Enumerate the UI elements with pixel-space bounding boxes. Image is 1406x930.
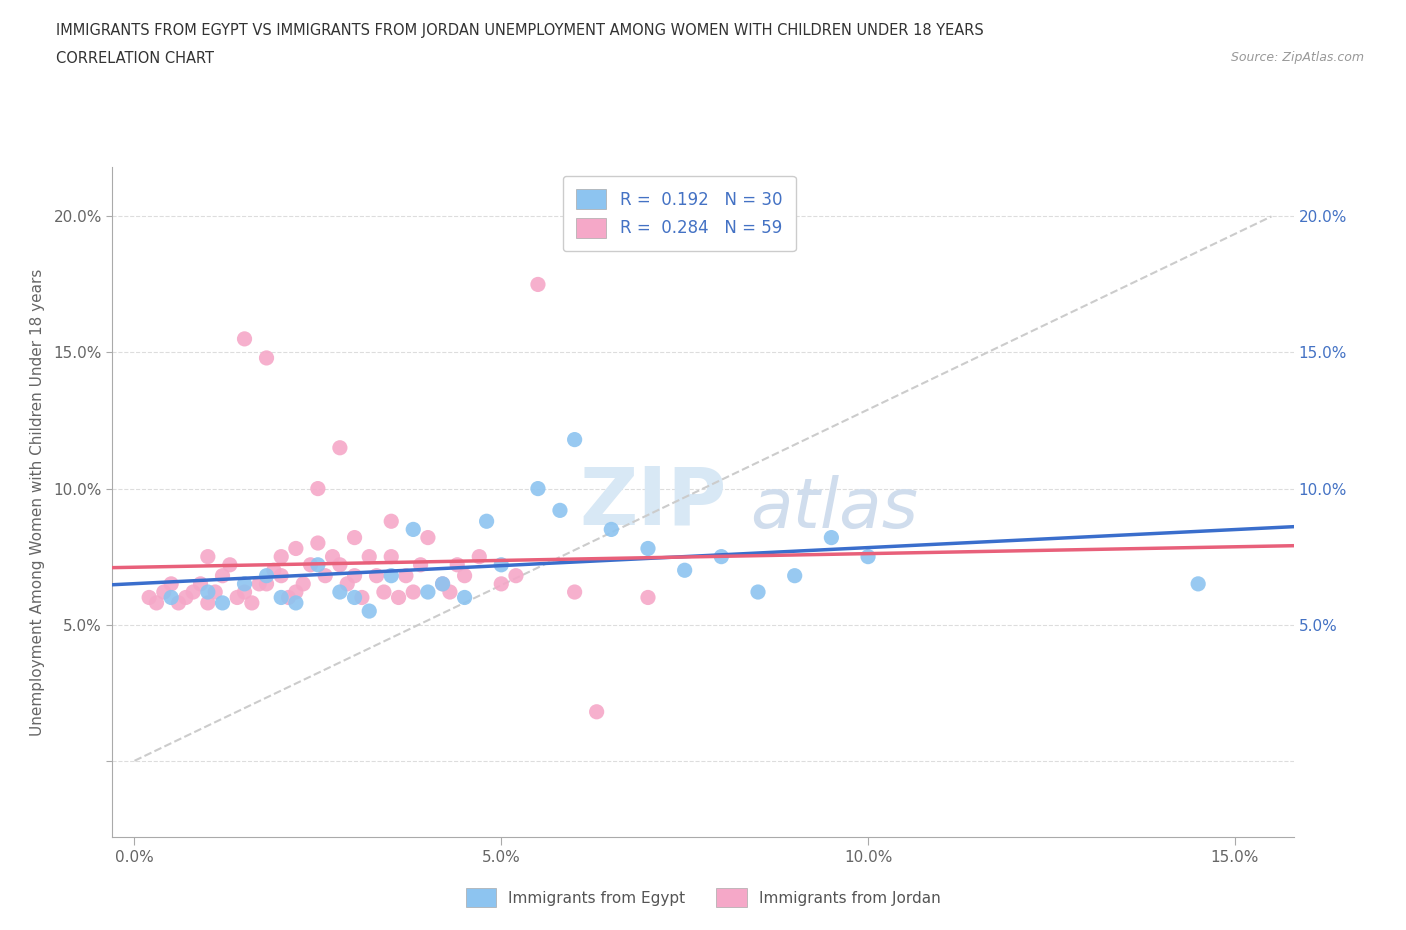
Point — [453, 568, 475, 583]
Point — [226, 590, 249, 604]
Point — [783, 568, 806, 583]
Point — [284, 541, 307, 556]
Point — [233, 585, 256, 600]
Point — [218, 557, 240, 572]
Point — [475, 513, 498, 528]
Point — [256, 568, 278, 583]
Point — [820, 530, 842, 545]
Point — [270, 590, 292, 604]
Point — [256, 351, 278, 365]
Point — [453, 590, 475, 604]
Point — [416, 585, 439, 600]
Point — [270, 550, 292, 565]
Point — [211, 595, 233, 610]
Point — [174, 590, 197, 604]
Point — [233, 577, 256, 591]
Point — [637, 541, 659, 556]
Point — [299, 557, 322, 572]
Text: CORRELATION CHART: CORRELATION CHART — [56, 51, 214, 66]
Point — [211, 568, 233, 583]
Point — [505, 568, 527, 583]
Point — [432, 577, 454, 591]
Point — [343, 568, 366, 583]
Text: IMMIGRANTS FROM EGYPT VS IMMIGRANTS FROM JORDAN UNEMPLOYMENT AMONG WOMEN WITH CH: IMMIGRANTS FROM EGYPT VS IMMIGRANTS FROM… — [56, 23, 984, 38]
Point — [322, 550, 344, 565]
Point — [585, 704, 607, 719]
Point — [190, 577, 212, 591]
Y-axis label: Unemployment Among Women with Children Under 18 years: Unemployment Among Women with Children U… — [31, 269, 45, 736]
Point — [329, 557, 352, 572]
Legend: R =  0.192   N = 30, R =  0.284   N = 59: R = 0.192 N = 30, R = 0.284 N = 59 — [564, 176, 796, 251]
Point — [307, 557, 329, 572]
Point — [197, 595, 219, 610]
Point — [710, 550, 733, 565]
Point — [856, 550, 879, 565]
Point — [314, 568, 336, 583]
Point — [527, 277, 550, 292]
Point — [160, 577, 183, 591]
Point — [527, 481, 550, 496]
Point — [307, 481, 329, 496]
Point — [277, 590, 299, 604]
Point — [491, 577, 513, 591]
Point — [637, 590, 659, 604]
Point — [181, 585, 204, 600]
Point — [153, 585, 176, 600]
Point — [270, 568, 292, 583]
Point — [350, 590, 373, 604]
Point — [138, 590, 160, 604]
Point — [432, 577, 454, 591]
Point — [343, 530, 366, 545]
Point — [402, 522, 425, 537]
Point — [402, 585, 425, 600]
Point — [284, 595, 307, 610]
Point — [600, 522, 623, 537]
Point — [468, 550, 491, 565]
Point — [240, 595, 263, 610]
Point — [564, 585, 586, 600]
Point — [747, 585, 769, 600]
Point — [359, 550, 381, 565]
Legend: Immigrants from Egypt, Immigrants from Jordan: Immigrants from Egypt, Immigrants from J… — [460, 883, 946, 913]
Point — [564, 432, 586, 447]
Point — [446, 557, 468, 572]
Point — [284, 585, 307, 600]
Point — [380, 568, 402, 583]
Point — [359, 604, 381, 618]
Point — [343, 590, 366, 604]
Point — [256, 577, 278, 591]
Point — [548, 503, 571, 518]
Point — [204, 585, 226, 600]
Point — [197, 550, 219, 565]
Point — [366, 568, 388, 583]
Point — [233, 331, 256, 346]
Point — [1187, 577, 1209, 591]
Point — [387, 590, 409, 604]
Point — [380, 550, 402, 565]
Point — [380, 513, 402, 528]
Point — [673, 563, 696, 578]
Point — [329, 585, 352, 600]
Point — [395, 568, 418, 583]
Point — [292, 577, 315, 591]
Point — [439, 585, 461, 600]
Point — [307, 536, 329, 551]
Point — [167, 595, 190, 610]
Point — [197, 585, 219, 600]
Point — [329, 440, 352, 455]
Point — [145, 595, 167, 610]
Point — [373, 585, 395, 600]
Point — [491, 557, 513, 572]
Point — [160, 590, 183, 604]
Point — [336, 577, 359, 591]
Point — [263, 563, 285, 578]
Point — [409, 557, 432, 572]
Text: atlas: atlas — [751, 475, 918, 542]
Text: ZIP: ZIP — [579, 463, 727, 541]
Point — [416, 530, 439, 545]
Point — [247, 577, 270, 591]
Text: Source: ZipAtlas.com: Source: ZipAtlas.com — [1230, 51, 1364, 64]
